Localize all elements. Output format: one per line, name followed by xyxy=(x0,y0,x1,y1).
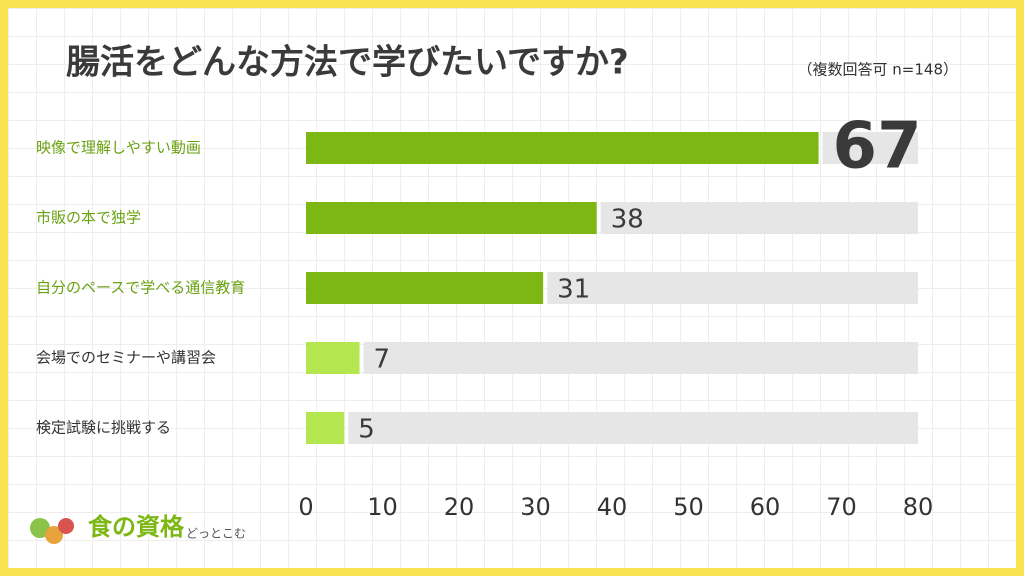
x-tick-label: 40 xyxy=(597,493,628,521)
bar-track xyxy=(348,412,918,444)
logo-subtext: どっとこむ xyxy=(186,527,246,541)
value-label: 38 xyxy=(611,205,644,235)
value-label: 67 xyxy=(833,110,922,184)
logo-icon xyxy=(30,518,50,538)
logo-icon xyxy=(58,518,74,534)
logo-text: 食の資格 xyxy=(88,513,185,541)
x-tick-label: 20 xyxy=(444,493,475,521)
value-label: 31 xyxy=(557,275,590,305)
x-tick-label: 0 xyxy=(298,493,313,521)
logo-icon xyxy=(45,526,63,544)
bar xyxy=(306,412,345,444)
x-tick-label: 10 xyxy=(367,493,398,521)
bar xyxy=(306,272,544,304)
category-label: 自分のペースで学べる通信教育 xyxy=(36,279,245,297)
category-label: 会場でのセミナーや講習会 xyxy=(36,349,216,367)
bar xyxy=(306,342,360,374)
bar-track xyxy=(822,132,918,164)
x-tick-label: 60 xyxy=(750,493,781,521)
x-tick-label: 70 xyxy=(826,493,857,521)
x-tick-label: 30 xyxy=(520,493,551,521)
x-tick-label: 80 xyxy=(903,493,934,521)
value-label: 7 xyxy=(374,345,391,375)
logo: 食の資格 どっとこむ xyxy=(30,513,246,544)
category-label: 市販の本で独学 xyxy=(36,209,141,227)
bar xyxy=(306,132,819,164)
bar xyxy=(306,202,597,234)
bar-track xyxy=(600,202,918,234)
category-label: 映像で理解しやすい動画 xyxy=(36,139,201,157)
category-label: 検定試験に挑戦する xyxy=(36,419,171,437)
bar-track xyxy=(363,342,918,374)
x-tick-label: 50 xyxy=(673,493,704,521)
chart-subtitle: （複数回答可 n=148） xyxy=(798,61,958,79)
chart-title: 腸活をどんな方法で学びたいですか? xyxy=(66,43,629,83)
value-label: 5 xyxy=(358,415,375,445)
bar-track xyxy=(547,272,918,304)
